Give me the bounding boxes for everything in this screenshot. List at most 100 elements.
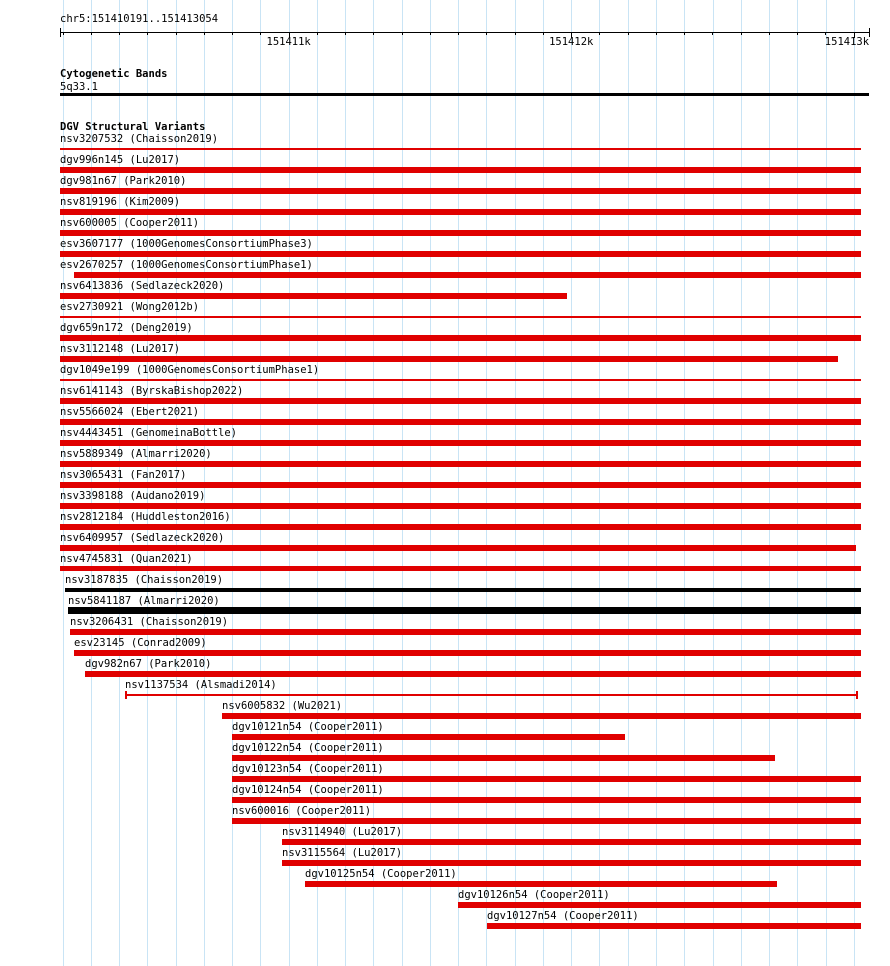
ruler-minor-tick xyxy=(345,32,346,35)
variant-label: nsv3207532 (Chaisson2019) xyxy=(60,133,219,145)
cytoband-bar[interactable] xyxy=(60,93,869,96)
ruler-minor-tick xyxy=(741,32,742,35)
variant-label: esv3607177 (1000GenomesConsortiumPhase3) xyxy=(60,238,313,250)
variant-label: dgv10127n54 (Cooper2011) xyxy=(487,910,639,922)
ruler-minor-tick xyxy=(204,32,205,35)
ruler-line xyxy=(60,32,869,33)
variant-bar[interactable] xyxy=(60,379,861,381)
variant-bar[interactable] xyxy=(60,209,861,215)
variant-label: nsv5841187 (Almarri2020) xyxy=(68,595,220,607)
ruler-minor-tick xyxy=(628,32,629,35)
variant-bar[interactable] xyxy=(85,671,861,677)
variant-label: dgv982n67 (Park2010) xyxy=(85,658,212,670)
variant-bar[interactable] xyxy=(232,776,861,782)
ruler-end-tick xyxy=(60,28,61,37)
ruler-minor-tick xyxy=(712,32,713,35)
variant-bar[interactable] xyxy=(60,316,861,318)
variant-label: nsv600016 (Cooper2011) xyxy=(232,805,372,817)
variant-bar[interactable] xyxy=(232,755,775,761)
variant-label: dgv10126n54 (Cooper2011) xyxy=(458,889,610,901)
variant-label: dgv996n145 (Lu2017) xyxy=(60,154,181,166)
ruler-minor-tick xyxy=(373,32,374,35)
ruler-minor-tick xyxy=(656,32,657,35)
variant-bar[interactable] xyxy=(60,251,861,257)
ruler-minor-tick xyxy=(119,32,120,35)
ruler-minor-tick xyxy=(402,32,403,35)
variant-bar[interactable] xyxy=(458,902,861,908)
variant-bar[interactable] xyxy=(60,419,861,425)
ruler-major-tick xyxy=(854,32,855,38)
variant-label: nsv2812184 (Huddleston2016) xyxy=(60,511,231,523)
variant-bar[interactable] xyxy=(232,797,861,803)
variant-bar[interactable] xyxy=(60,398,861,404)
variant-bar[interactable] xyxy=(232,818,861,824)
variant-label: dgv10124n54 (Cooper2011) xyxy=(232,784,384,796)
variant-label: dgv10123n54 (Cooper2011) xyxy=(232,763,384,775)
ruler-minor-tick xyxy=(543,32,544,35)
variant-bar[interactable] xyxy=(60,482,861,488)
variant-bar[interactable] xyxy=(60,566,861,571)
ruler-major-tick xyxy=(289,32,290,38)
variant-label: nsv6409957 (Sedlazeck2020) xyxy=(60,532,225,544)
variant-bar[interactable] xyxy=(65,588,861,592)
ruler-minor-tick xyxy=(91,32,92,35)
variant-label: nsv6141143 (ByrskaBishop2022) xyxy=(60,385,244,397)
variant-bar[interactable] xyxy=(222,713,861,719)
variant-bar[interactable] xyxy=(60,167,861,173)
variant-bar[interactable] xyxy=(282,860,861,866)
variant-bar[interactable] xyxy=(125,694,858,696)
variant-bar[interactable] xyxy=(60,461,861,467)
variant-label: nsv5566024 (Ebert2021) xyxy=(60,406,200,418)
variant-label: nsv3398188 (Audano2019) xyxy=(60,490,206,502)
cytoband-track-title: Cytogenetic Bands xyxy=(60,68,168,80)
variant-bar[interactable] xyxy=(74,650,861,656)
variant-bar[interactable] xyxy=(282,839,861,845)
variant-bar[interactable] xyxy=(60,148,861,150)
variant-label: nsv3065431 (Fan2017) xyxy=(60,469,187,481)
variant-bar[interactable] xyxy=(60,230,861,236)
variant-bar[interactable] xyxy=(60,188,861,194)
variant-bar[interactable] xyxy=(68,607,861,614)
variant-bar[interactable] xyxy=(305,881,777,887)
ruler-tick-label: 151412k xyxy=(549,36,594,48)
variant-label: nsv3187835 (Chaisson2019) xyxy=(65,574,224,586)
variant-label: dgv10122n54 (Cooper2011) xyxy=(232,742,384,754)
variant-label: esv23145 (Conrad2009) xyxy=(74,637,207,649)
variant-bar[interactable] xyxy=(60,524,861,530)
ruler-tick-label: 151413k xyxy=(824,36,870,48)
ruler-minor-tick xyxy=(684,32,685,35)
variant-label: nsv1137534 (Alsmadi2014) xyxy=(125,679,277,691)
variant-label: nsv4745831 (Quan2021) xyxy=(60,553,193,565)
variant-bar[interactable] xyxy=(60,545,856,551)
dgv-track-title: DGV Structural Variants xyxy=(60,121,206,133)
variant-label: esv2670257 (1000GenomesConsortiumPhase1) xyxy=(60,259,313,271)
variant-bar[interactable] xyxy=(487,923,861,929)
variant-bar[interactable] xyxy=(70,629,861,635)
variant-bar[interactable] xyxy=(60,503,861,509)
variant-label: nsv819196 (Kim2009) xyxy=(60,196,181,208)
ruler-minor-tick xyxy=(147,32,148,35)
variant-bar[interactable] xyxy=(232,734,625,740)
variant-bar[interactable] xyxy=(60,356,838,362)
variant-bar[interactable] xyxy=(60,335,861,341)
variant-label: nsv3206431 (Chaisson2019) xyxy=(70,616,229,628)
ruler-minor-tick xyxy=(63,32,64,35)
ruler-minor-tick xyxy=(317,32,318,35)
variant-bar[interactable] xyxy=(74,272,861,278)
variant-label: dgv1049e199 (1000GenomesConsortiumPhase1… xyxy=(60,364,320,376)
variant-label: dgv659n172 (Deng2019) xyxy=(60,322,193,334)
ruler-minor-tick xyxy=(599,32,600,35)
ruler-minor-tick xyxy=(797,32,798,35)
variant-label: nsv5889349 (Almarri2020) xyxy=(60,448,212,460)
ruler-minor-tick xyxy=(769,32,770,35)
variant-bar[interactable] xyxy=(60,293,567,299)
ruler-minor-tick xyxy=(232,32,233,35)
variant-bar[interactable] xyxy=(60,440,861,446)
ruler-minor-tick xyxy=(430,32,431,35)
ruler-major-tick xyxy=(571,32,572,38)
whisker-end-tick xyxy=(856,691,858,699)
variant-label: nsv3114940 (Lu2017) xyxy=(282,826,403,838)
variant-label: nsv4443451 (GenomeinaBottle) xyxy=(60,427,238,439)
